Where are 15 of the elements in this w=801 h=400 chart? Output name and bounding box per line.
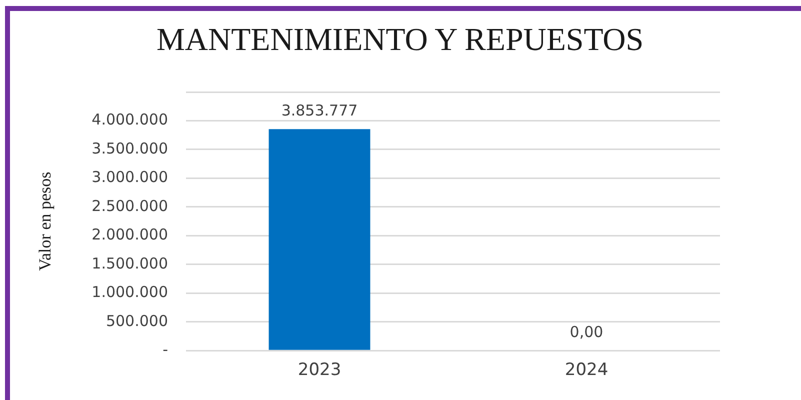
y-tick-label: 2.000.000 bbox=[92, 226, 168, 244]
chart-title: MANTENIMIENTO Y REPUESTOS bbox=[155, 20, 645, 58]
x-tick-label: 2023 bbox=[298, 360, 342, 380]
data-label: 3.853.777 bbox=[281, 102, 358, 120]
x-tick-label: 2024 bbox=[564, 360, 608, 380]
y-tick-label: 3.500.000 bbox=[92, 139, 168, 158]
y-tick-label: 1.000.000 bbox=[92, 283, 168, 302]
y-tick-label: 2.500.000 bbox=[92, 196, 168, 215]
data-label: 0,00 bbox=[570, 322, 604, 341]
y-tick-label: - bbox=[162, 340, 168, 358]
y-axis-title: Valor en pesos bbox=[36, 172, 55, 271]
y-tick-label: 500.000 bbox=[106, 312, 168, 330]
y-tick-label: 1.500.000 bbox=[92, 254, 168, 272]
y-tick-label: 4.000.000 bbox=[92, 110, 168, 129]
y-tick-label: 3.000.000 bbox=[92, 168, 168, 186]
